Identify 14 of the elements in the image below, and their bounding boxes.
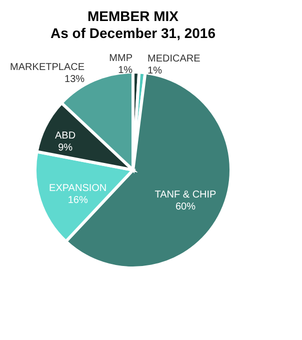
slice-label: TANF & CHIP: [154, 190, 217, 201]
slice-label: MMP: [109, 53, 133, 64]
data-label: 13%: [64, 74, 85, 86]
chart-subtitle: As of December 31, 2016: [50, 25, 216, 41]
data-label: 60%: [175, 202, 196, 213]
slice-label: ABD: [55, 130, 76, 142]
data-label: 9%: [58, 142, 73, 154]
slice-label: MEDICARE: [148, 53, 201, 64]
data-label: 1%: [148, 65, 162, 76]
slice-label: EXPANSION: [49, 182, 107, 194]
data-label: 16%: [68, 194, 88, 206]
data-label: 1%: [118, 65, 133, 76]
chart-title: MEMBER MIX: [88, 8, 180, 24]
slice-label: MARKETPLACE: [10, 62, 85, 74]
